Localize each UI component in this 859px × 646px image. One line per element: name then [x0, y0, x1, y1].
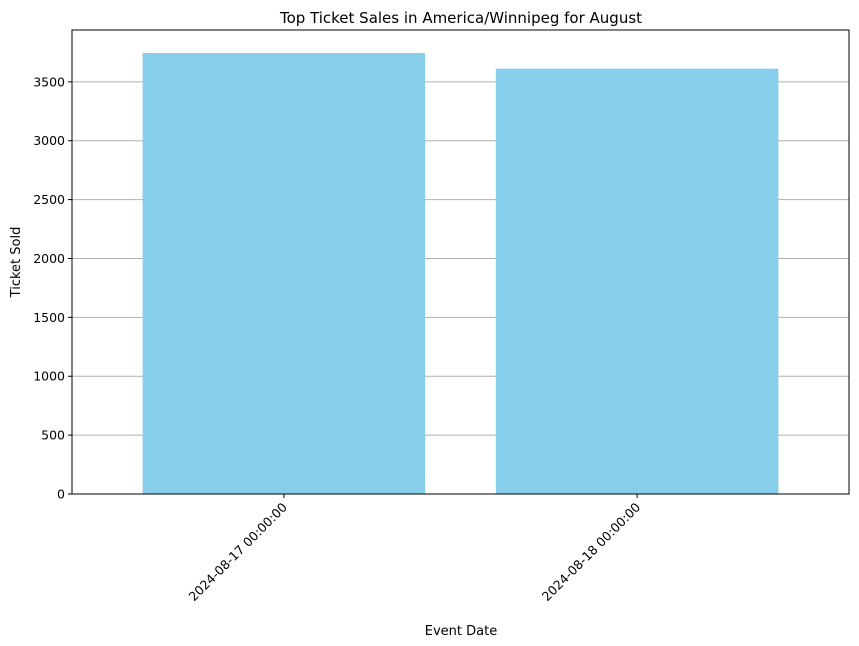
y-tick-label: 1500 [33, 310, 65, 325]
chart-title: Top Ticket Sales in America/Winnipeg for… [279, 9, 642, 27]
x-axis-label: Event Date [425, 624, 497, 639]
x-tick-label: 2024-08-18 00:00:00 [539, 499, 644, 604]
y-tick-label: 0 [57, 487, 65, 502]
y-tick-label: 1000 [33, 369, 65, 384]
y-tick-label: 3000 [33, 133, 65, 148]
y-axis-label: Ticket Sold [9, 227, 24, 299]
y-tick-label: 3500 [33, 74, 65, 89]
y-axis-ticks: 0 500 1000 1500 2000 2500 3000 3500 [33, 74, 72, 502]
bar [495, 68, 779, 494]
bar [142, 53, 426, 494]
y-tick-label: 2000 [33, 251, 65, 266]
y-tick-label: 2500 [33, 192, 65, 207]
x-tick-label: 2024-08-17 00:00:00 [186, 499, 291, 604]
y-tick-label: 500 [41, 428, 65, 443]
bars [142, 53, 779, 494]
x-axis-ticks: 2024-08-17 00:00:00 2024-08-18 00:00:00 [186, 494, 644, 604]
plot-frame [71, 29, 850, 495]
